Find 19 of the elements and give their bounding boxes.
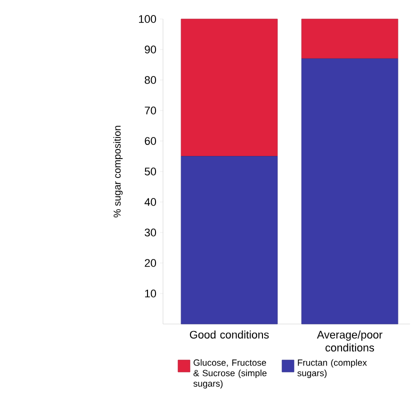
y-axis-title: % sugar composition [113, 126, 123, 218]
y-tick-label: 20 [144, 259, 156, 267]
bar [180, 18, 278, 156]
x-tick-label: Average/poor conditions [316, 330, 382, 352]
y-tick-label: 10 [145, 290, 156, 298]
y-tick-label: 70 [144, 106, 156, 114]
bar [301, 18, 398, 59]
y-tick-label: 80 [144, 76, 156, 84]
y-tick-label: 50 [144, 168, 156, 176]
y-tick-label: 40 [144, 198, 156, 206]
bar [301, 58, 398, 324]
bar [180, 156, 278, 324]
y-tick-label: 30 [144, 228, 156, 236]
legend-label: Fructan (complex sugars) [297, 359, 367, 378]
y-tick-label: 90 [144, 46, 156, 54]
y-tick-label: 100 [139, 15, 156, 23]
x-tick-label: Good conditions [190, 330, 269, 339]
legend-label: Glucose, Fructose & Sucrose (simple sugars) [193, 359, 267, 388]
y-tick-label: 60 [144, 137, 156, 145]
